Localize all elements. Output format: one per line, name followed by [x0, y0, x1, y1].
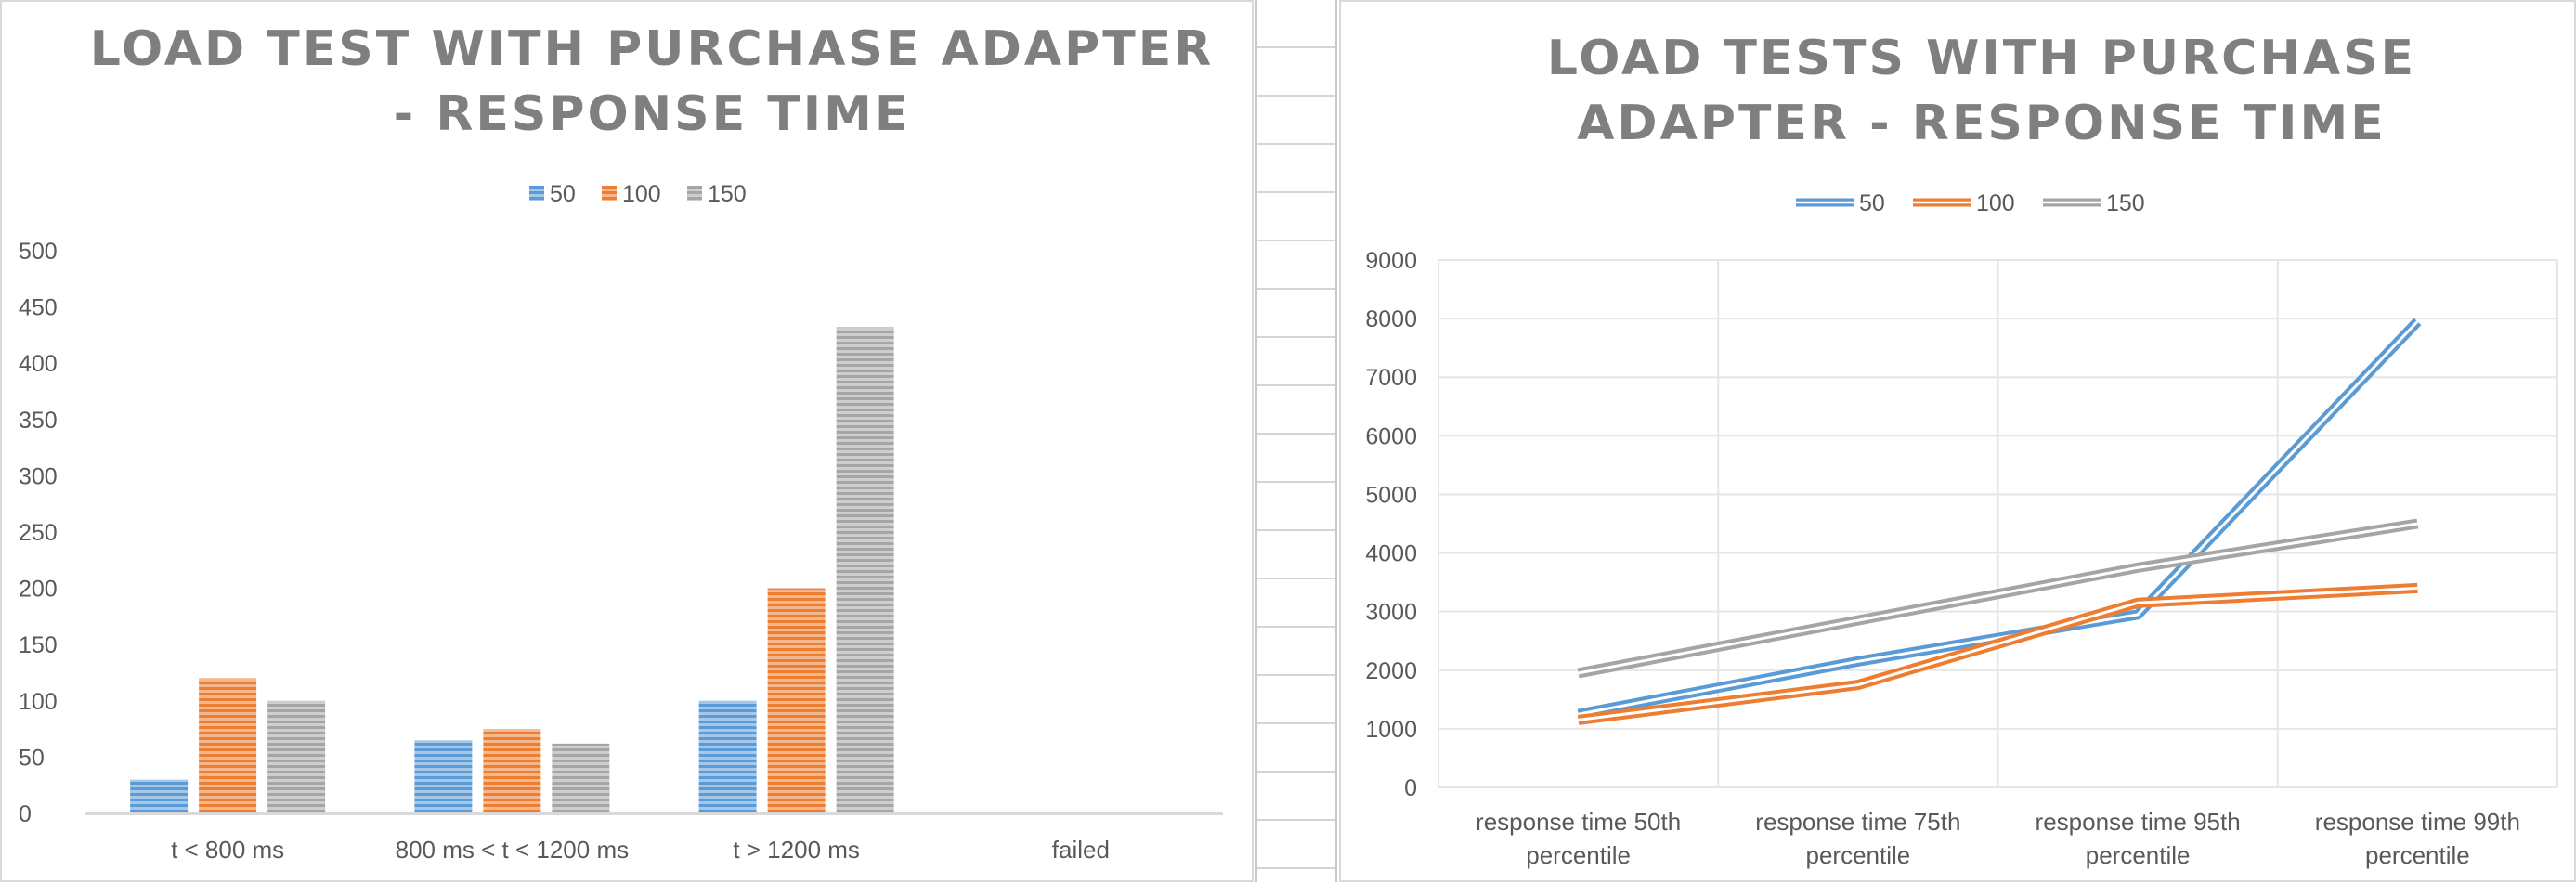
series-line-inner-150 — [1578, 522, 2418, 675]
gridlines — [1438, 259, 2558, 788]
legend-label: 100 — [622, 181, 661, 207]
chart-title-line-2: - RESPONSE TIME — [394, 86, 911, 142]
y-tick-label: 500 — [19, 239, 58, 265]
y-tick-label: 100 — [19, 689, 58, 715]
y-axis: 0 1000 2000 3000 4000 5000 6000 7000 8000 9000 — [1365, 248, 1417, 801]
x-tick-label: response time 99th percentile — [2315, 808, 2520, 869]
line-chart-panel: LOAD TESTS WITH PURCHASE ADAPTER - RESPO… — [1339, 0, 2576, 882]
y-tick-label: 400 — [19, 351, 58, 377]
x-tick-label: t < 800 ms — [171, 836, 284, 864]
y-tick-label: 200 — [19, 577, 58, 603]
y-axis: 0 50 100 150 200 250 300 350 400 450 500 — [19, 239, 58, 827]
bar-50-2 — [698, 700, 757, 813]
bar-150-1 — [552, 743, 610, 813]
y-tick-label: 5000 — [1365, 482, 1417, 508]
bar-chart: LOAD TEST WITH PURCHASE ADAPTER - RESPON… — [19, 21, 1223, 864]
bar-150-2 — [836, 327, 894, 813]
x-tick-label: response time 95th percentile — [2036, 808, 2241, 869]
y-tick-label: 450 — [19, 295, 58, 321]
legend-swatch — [687, 186, 702, 201]
x-axis: t < 800 ms 800 ms < t < 1200 ms t > 1200 m… — [85, 812, 1223, 864]
line-chart: LOAD TESTS WITH PURCHASE ADAPTER - RESPO… — [1365, 31, 2558, 869]
y-tick-label: 4000 — [1365, 541, 1417, 567]
chart-title-line-1: LOAD TEST WITH PURCHASE ADAPTER — [90, 21, 1215, 77]
y-tick-label: 300 — [19, 463, 58, 489]
y-tick-label: 150 — [19, 632, 58, 658]
bar-100-1 — [483, 729, 541, 813]
bar-100-0 — [199, 678, 257, 813]
chart-title-line-1: LOAD TESTS WITH PURCHASE — [1547, 31, 2416, 86]
legend-label: 150 — [708, 181, 747, 207]
bar-150-0 — [267, 700, 326, 813]
y-tick-label: 3000 — [1365, 600, 1417, 626]
y-tick-label: 6000 — [1365, 423, 1417, 449]
y-tick-label: 0 — [1404, 775, 1417, 801]
y-tick-label: 50 — [19, 745, 45, 771]
bars — [130, 327, 894, 813]
series-line-inner-50 — [1578, 320, 2419, 716]
y-tick-label: 7000 — [1365, 365, 1417, 391]
series-line-inner-100 — [1578, 586, 2418, 722]
y-tick-label: 9000 — [1365, 248, 1417, 274]
chart-title-line-2: ADAPTER - RESPONSE TIME — [1577, 96, 2387, 151]
legend-label: 50 — [1859, 190, 1885, 216]
legend-swatch — [529, 186, 544, 201]
x-tick-label: response time 75th percentile — [1755, 808, 1960, 869]
legend-label: 100 — [1976, 190, 2015, 216]
bar-50-1 — [414, 740, 473, 813]
legend-swatch — [602, 186, 617, 201]
legend: 50 100 150 — [1796, 190, 2145, 216]
x-axis: response time 50th percentile response tim… — [1476, 808, 2520, 869]
y-tick-label: 250 — [19, 520, 58, 546]
bar-100-2 — [767, 588, 826, 813]
x-tick-label: failed — [1052, 836, 1110, 864]
legend-label: 150 — [2106, 190, 2145, 216]
legend-label: 50 — [550, 181, 576, 207]
y-tick-label: 2000 — [1365, 658, 1417, 684]
legend: 50 100 150 — [529, 181, 747, 207]
bar-chart-panel: LOAD TEST WITH PURCHASE ADAPTER - RESPON… — [0, 0, 1254, 882]
y-tick-label: 0 — [19, 801, 32, 827]
x-tick-label: response time 50th percentile — [1476, 808, 1681, 869]
x-tick-label: t > 1200 ms — [733, 836, 860, 864]
bar-50-0 — [130, 779, 189, 813]
y-tick-label: 8000 — [1365, 306, 1417, 332]
x-tick-label: 800 ms < t < 1200 ms — [396, 836, 629, 864]
spreadsheet-grid-strip — [1255, 0, 1337, 882]
y-tick-label: 350 — [19, 408, 58, 434]
series-lines — [1577, 318, 2422, 725]
y-tick-label: 1000 — [1365, 717, 1417, 743]
